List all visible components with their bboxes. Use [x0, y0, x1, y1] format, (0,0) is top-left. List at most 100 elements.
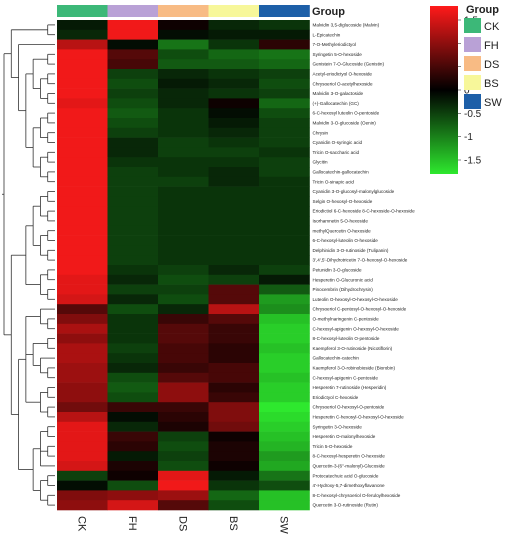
heatmap-cell — [259, 461, 310, 472]
row-label: Petunidin 3-O-glucoside — [313, 268, 362, 273]
heatmap-cell — [57, 108, 108, 119]
heatmap-cell — [208, 206, 260, 217]
heatmap-cell — [57, 480, 108, 491]
heatmap-cell — [57, 235, 108, 246]
heatmap-cell — [208, 235, 260, 246]
heatmap-cell — [259, 441, 310, 452]
heatmap-cell — [259, 480, 310, 491]
heatmap-cell — [158, 431, 209, 442]
heatmap-cell — [208, 108, 260, 119]
heatmap-cell — [158, 78, 209, 89]
heatmap-cell — [107, 20, 159, 31]
row-label: methylQuercetin O-hexoside — [313, 228, 372, 233]
heatmap-cell — [259, 29, 310, 40]
heatmap-cell — [107, 480, 159, 491]
heatmap-cell — [259, 392, 310, 403]
heatmap-cell — [107, 176, 159, 187]
heatmap-cell — [107, 333, 159, 344]
heatmap-cell — [57, 441, 108, 452]
heatmap-cell — [158, 392, 209, 403]
heatmap-cell — [107, 137, 159, 148]
heatmap-cell — [57, 431, 108, 442]
heatmap-cell — [107, 245, 159, 256]
row-label: Acetyl-eriodictyol O-hexoside — [313, 72, 373, 77]
group-color-bar — [57, 5, 310, 17]
row-label: 8-C-hexosyl-hesperetin O-hexoside — [313, 454, 386, 459]
row-label: Cyanidin 3-O-glucosyl-malonylglucoside — [313, 189, 395, 194]
heatmap-cell — [158, 118, 209, 129]
heatmap-cell — [208, 363, 260, 374]
heatmap-cell — [158, 441, 209, 452]
column-label-ds: DS — [176, 516, 188, 531]
heatmap-cell — [259, 118, 310, 129]
heatmap-cell — [107, 49, 159, 60]
heatmap-cell — [259, 304, 310, 315]
heatmap-cell — [57, 225, 108, 236]
heatmap-cell — [158, 421, 209, 432]
heatmap-cell — [107, 284, 159, 295]
heatmap-cell — [259, 167, 310, 178]
heatmap-cell — [158, 127, 209, 138]
heatmap-cell — [57, 363, 108, 374]
heatmap-cell — [107, 29, 159, 40]
group-bar-ck — [57, 5, 108, 17]
heatmap-cell — [158, 382, 209, 393]
row-dendrogram — [2, 24, 55, 506]
heatmap-cell — [208, 20, 260, 31]
heatmap-cell — [57, 49, 108, 60]
heatmap-cell — [107, 235, 159, 246]
heatmap-cell — [57, 490, 108, 501]
heatmap-cell — [158, 451, 209, 462]
heatmap-cell — [208, 461, 260, 472]
heatmap-cell — [208, 314, 260, 325]
group-legend-label-fh: FH — [484, 40, 499, 52]
row-label: Syringetin 5-O-hexoside — [313, 52, 363, 57]
heatmap-cell — [208, 343, 260, 354]
row-label: Gallocatechin-catechin — [313, 356, 360, 361]
heatmap-cell — [259, 294, 310, 305]
heatmap-cell — [107, 78, 159, 89]
heatmap-cell — [57, 176, 108, 187]
heatmap-cell — [57, 127, 108, 138]
heatmap-cell — [158, 274, 209, 285]
heatmap-cells — [57, 20, 310, 511]
heatmap-cell — [107, 186, 159, 197]
row-label: 8-C-hexosyl-chrysoeriol O-feruloylhexosi… — [313, 493, 401, 498]
row-labels: Malvidin 3,5-diglucoside (Malvin) L-Epica… — [313, 23, 416, 508]
heatmap-cell — [158, 137, 209, 148]
row-label: 6-C-hexosyl luteolin O-pentoside — [313, 111, 380, 116]
group-legend-label-ck: CK — [484, 21, 500, 33]
heatmap-cell — [107, 118, 159, 129]
heatmap-cell — [57, 20, 108, 31]
heatmap-cell — [259, 216, 310, 227]
group-legend-label-sw: SW — [484, 97, 502, 109]
heatmap-cell — [208, 490, 260, 501]
heatmap-cell — [208, 196, 260, 207]
row-label: Tricin 5-O-hexoside — [313, 444, 353, 449]
heatmap-cell — [57, 69, 108, 80]
color-scale-tick-label: -1 — [464, 132, 473, 143]
heatmap-cell — [259, 470, 310, 481]
heatmap-cell — [57, 304, 108, 315]
heatmap-cell — [259, 490, 310, 501]
heatmap-cell — [57, 245, 108, 256]
heatmap-cell — [107, 470, 159, 481]
group-legend: Group CK FH DS BS SW — [464, 4, 502, 109]
row-label: Tricin O-saccharic acid — [313, 150, 360, 155]
heatmap-cell — [107, 421, 159, 432]
heatmap-cell — [208, 157, 260, 168]
heatmap-cell — [57, 157, 108, 168]
heatmap-cell — [208, 147, 260, 158]
heatmap-cell — [57, 314, 108, 325]
heatmap-cell — [57, 118, 108, 129]
row-label: Gallocatechin-gallocatechin — [313, 170, 370, 175]
heatmap-cell — [158, 412, 209, 423]
group-legend-swatch-ck — [464, 18, 481, 33]
heatmap-cell — [208, 353, 260, 364]
row-label: Malvidin 3-O-glucoside (Oenin) — [313, 121, 377, 126]
heatmap-cell — [57, 323, 108, 334]
heatmap-cell — [57, 29, 108, 40]
group-bar-fh — [107, 5, 159, 17]
heatmap-cell — [259, 353, 310, 364]
